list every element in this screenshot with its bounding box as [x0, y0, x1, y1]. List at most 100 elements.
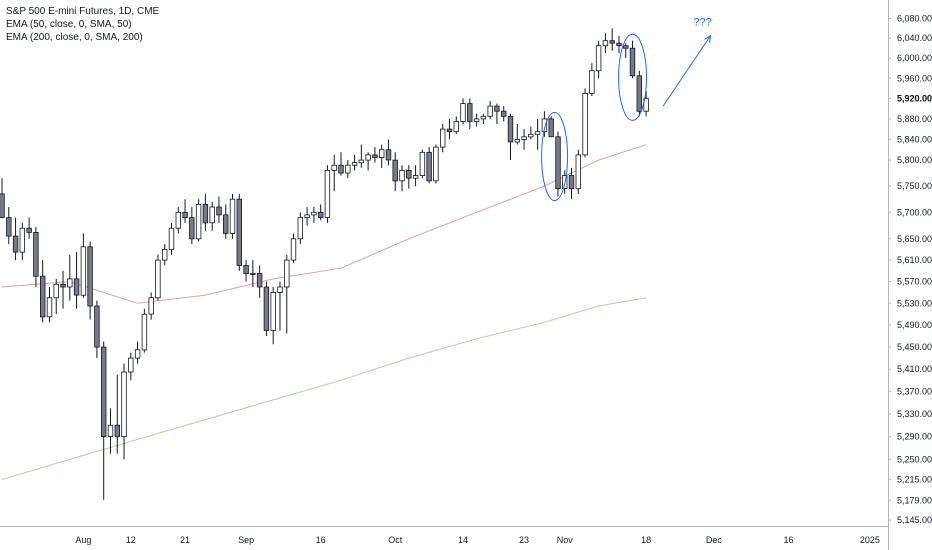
candle-body-up [155, 259, 161, 299]
y-tick-label: 5,290.00 [897, 432, 932, 442]
candle-body-down [372, 154, 378, 158]
candle-body-up [412, 175, 419, 179]
candle [121, 363, 127, 460]
x-tick-label: 16 [783, 535, 793, 545]
ema200-line-group [1, 297, 647, 480]
candle [372, 147, 378, 163]
candle-body-up [453, 121, 459, 133]
candle [182, 199, 188, 223]
candle-body-up [277, 286, 283, 293]
candle [365, 152, 371, 171]
candle [222, 204, 229, 239]
candle [555, 131, 561, 197]
candle [358, 144, 364, 168]
candle [141, 308, 148, 353]
y-tick-label: 5,880.00 [897, 114, 932, 124]
candle-body-down [60, 283, 66, 288]
candle [433, 144, 439, 184]
candle-body-up [433, 146, 439, 182]
candle [290, 233, 297, 263]
candle [623, 43, 629, 59]
candle [209, 201, 215, 231]
legend-ema50: EMA (50, close, 0, SMA, 50) [6, 19, 132, 30]
candle-body-up [19, 227, 25, 253]
y-axis[interactable]: 6,080.00 6,040.00 6,000.00 5,960.00 5,920.00… [888, 0, 932, 550]
candle-body-down [494, 105, 500, 112]
candle [480, 113, 487, 125]
candle-body-up [358, 159, 364, 164]
candle-body-up [209, 206, 215, 224]
candle-body-down [73, 278, 80, 296]
candle [107, 408, 114, 454]
candle [19, 222, 25, 261]
y-tick-label: 5,145.00 [897, 515, 932, 525]
x-tick-label: 14 [458, 535, 468, 545]
candle-body-up [365, 154, 371, 161]
candle [101, 341, 107, 500]
candle-body-up [378, 149, 385, 158]
candle [582, 88, 588, 158]
candle-body-up [141, 313, 148, 351]
ema200-line [1, 297, 647, 480]
legend-title: S&P 500 E-mini Futures, 1D, CME [6, 6, 160, 17]
candle [467, 98, 473, 130]
candle [378, 144, 385, 168]
candle [53, 278, 59, 315]
candle-body-up [324, 169, 331, 218]
x-tick-label: Aug [75, 535, 91, 545]
candle-body-down [114, 424, 120, 437]
candle-body-down [392, 159, 398, 182]
candle [426, 147, 432, 184]
candle [168, 222, 175, 255]
candle-body-up [575, 154, 581, 190]
candle-body-down [385, 149, 392, 161]
candle-body-up [229, 198, 236, 234]
candle [487, 101, 493, 119]
candle-body-up [487, 105, 493, 117]
candle [317, 204, 324, 221]
candle [148, 292, 154, 320]
candle-body-down [26, 227, 32, 233]
y-tick-label: 5,570.00 [897, 277, 932, 287]
candle [189, 207, 195, 245]
candle-body-down [236, 198, 242, 266]
y-tick-label: 6,000.00 [897, 53, 932, 63]
candle [270, 287, 276, 345]
candle [155, 254, 161, 301]
candle-body-down [216, 206, 222, 216]
candle-body-down [189, 217, 195, 240]
candle-body-up [67, 278, 73, 288]
candle-body-up [351, 162, 358, 166]
annotation-label: ??? [693, 17, 711, 29]
candle [419, 149, 426, 179]
candle-body-down [202, 203, 209, 224]
y-tick-label: 5,250.00 [897, 454, 932, 464]
candle-body-up [602, 40, 609, 47]
candle [128, 352, 134, 381]
candle-body-down [629, 47, 636, 77]
candle [236, 193, 242, 271]
candle [473, 113, 480, 127]
candle [541, 111, 548, 137]
candle [399, 165, 405, 192]
highlight-ellipse [618, 33, 648, 121]
y-tick-label: 5,960.00 [897, 73, 932, 83]
forecast-arrow-head [704, 34, 712, 43]
candle-body-down [406, 169, 412, 179]
candle [94, 300, 100, 359]
candle [351, 154, 358, 171]
candle-body-up [107, 424, 114, 437]
candle [406, 165, 412, 189]
x-tick-label: 2025 [860, 535, 880, 545]
candle-body-down [507, 115, 514, 143]
candle-body-up [161, 248, 168, 261]
candle-body-down [568, 175, 575, 190]
y-tick-label: 5,490.00 [897, 320, 932, 330]
x-tick-label: Dec [706, 535, 723, 545]
candle-body-down [317, 211, 324, 219]
x-tick-label: 16 [316, 535, 326, 545]
candle [568, 167, 575, 200]
candle [161, 244, 168, 266]
candle [331, 154, 337, 192]
